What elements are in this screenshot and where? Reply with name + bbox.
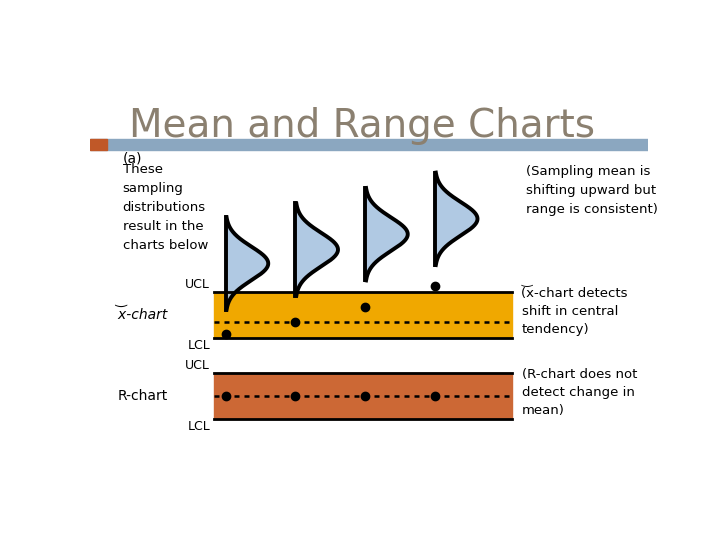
Text: UCL: UCL — [185, 359, 210, 372]
Bar — [214, 292, 513, 338]
Bar — [90, 139, 648, 150]
Text: Mean and Range Charts: Mean and Range Charts — [129, 107, 595, 145]
Text: LCL: LCL — [187, 420, 210, 433]
Polygon shape — [435, 173, 477, 265]
Text: (͝x-chart detects
shift in central
tendency): (͝x-chart detects shift in central tende… — [522, 287, 628, 336]
Text: ͝x-chart: ͝x-chart — [118, 308, 168, 322]
Text: LCL: LCL — [187, 339, 210, 352]
Bar — [214, 373, 513, 419]
Text: These
sampling
distributions
result in the
charts below: These sampling distributions result in t… — [122, 164, 208, 252]
Text: UCL: UCL — [185, 278, 210, 291]
Polygon shape — [225, 217, 269, 309]
Polygon shape — [295, 204, 338, 296]
Text: (R-chart does not
detect change in
mean): (R-chart does not detect change in mean) — [522, 368, 637, 416]
Polygon shape — [365, 188, 408, 280]
Text: (a): (a) — [122, 151, 142, 165]
Bar — [90, 139, 107, 150]
Text: (Sampling mean is
shifting upward but
range is consistent): (Sampling mean is shifting upward but ra… — [526, 165, 657, 216]
Text: R-chart: R-chart — [117, 389, 168, 403]
